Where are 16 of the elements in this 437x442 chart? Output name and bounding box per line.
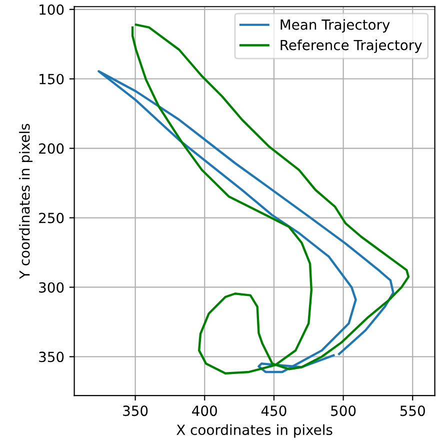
x-tick-label: 400 bbox=[192, 406, 217, 416]
legend-label: Mean Trajectory bbox=[280, 19, 390, 33]
x-tick-label: 450 bbox=[261, 406, 286, 416]
y-tick-label: 250 bbox=[39, 212, 64, 224]
x-axis-title: X coordinates in pixels bbox=[176, 424, 332, 438]
y-axis-title: Y coordinates in pixels bbox=[19, 124, 32, 280]
y-tick-label: 300 bbox=[39, 282, 64, 293]
y-tick-label: 150 bbox=[40, 74, 64, 84]
y-tick-label: 200 bbox=[39, 143, 64, 154]
legend-label: Reference Trajectory bbox=[280, 40, 422, 53]
x-tick-label: 550 bbox=[400, 406, 425, 416]
y-tick-label: 100 bbox=[40, 4, 64, 15]
line-series bbox=[98, 70, 394, 374]
y-tick-label: 350 bbox=[39, 352, 64, 362]
x-tick-label: 350 bbox=[123, 406, 148, 416]
x-tick-label: 500 bbox=[331, 406, 356, 416]
